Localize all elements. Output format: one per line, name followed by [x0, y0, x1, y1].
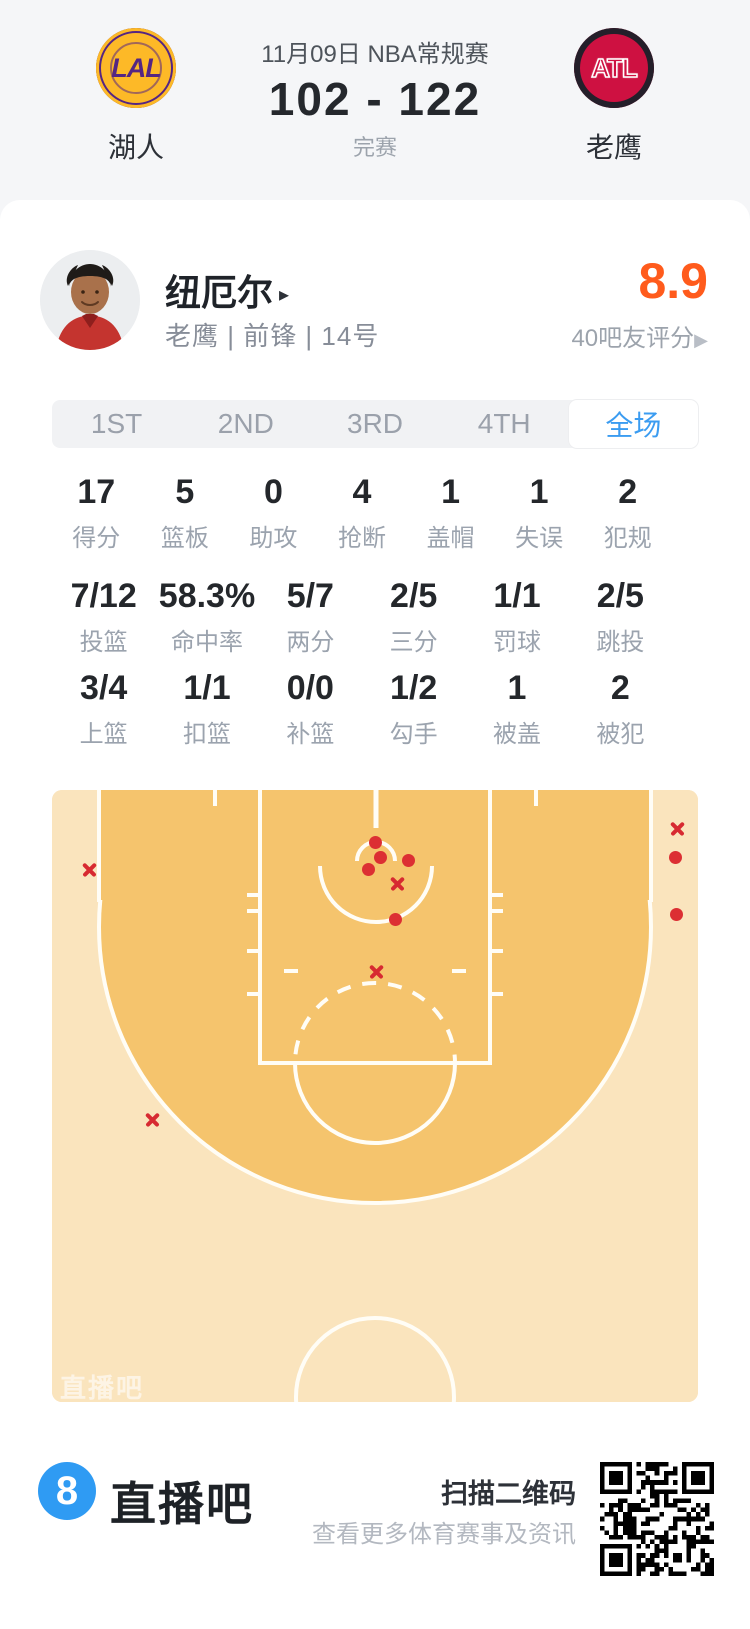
lakers-logo-ring [110, 42, 162, 94]
shot-mark-made [368, 835, 382, 849]
stat-fouled: 2 被犯 [596, 669, 645, 748]
stats-row-basic: 17 得分 5 篮板 0 助攻 4 抢断 1 盖帽 1 失误 2 犯规 [52, 474, 672, 553]
qr-code [600, 1462, 714, 1576]
quarter-tabs: 1ST 2ND 3RD 4TH 全场 [52, 400, 699, 448]
shot-mark-missed [669, 820, 686, 837]
zhibo8-brand-text: 直播吧 [110, 1478, 254, 1530]
stats-row-shot-types: 3/4 上篮 1/1 扣篮 0/0 补篮 1/2 勾手 1 被盖 2 被犯 [52, 670, 672, 749]
stat-dunk: 1/1 扣篮 [182, 669, 231, 748]
court-watermark: 直播吧 [60, 1373, 145, 1402]
lakers-logo-abbr: LAL [111, 52, 161, 83]
shot-mark-missed [368, 963, 385, 980]
hawks-logo-icon: ATL [574, 28, 654, 108]
match-status: 完赛 [352, 135, 397, 160]
lakers-logo-icon: LAL [96, 28, 176, 108]
tab-3rd[interactable]: 3RD [347, 408, 404, 439]
player-name-row[interactable]: 纽厄尔 ▸ [165, 264, 289, 316]
qr-code-graphic [600, 1462, 714, 1576]
stat-blocks: 1 盖帽 [426, 473, 475, 552]
stat-rebounds: 5 篮板 [160, 473, 209, 552]
tab-full-game[interactable]: 全场 [568, 400, 699, 448]
stat-fg: 7/12 投篮 [70, 577, 137, 656]
away-team-name: 老鹰 [585, 132, 642, 163]
shot-mark-missed [389, 875, 406, 892]
stat-turnovers: 1 失误 [515, 473, 564, 552]
tab-1st[interactable]: 1ST [90, 408, 143, 439]
shot-mark-made [401, 853, 415, 867]
stat-3pt: 2/5 三分 [389, 577, 438, 656]
qr-subtitle: 查看更多体育赛事及资讯 [312, 1521, 576, 1548]
stat-jumpshot: 2/5 跳投 [596, 577, 645, 656]
stats-row-shooting: 7/12 投篮 58.3% 命中率 5/7 两分 2/5 三分 1/1 罚球 2/5 跳投 [52, 578, 672, 657]
stat-fg-pct: 58.3% 命中率 [158, 577, 256, 656]
player-caret-icon: ▸ [279, 284, 290, 306]
tab-2nd[interactable]: 2ND [217, 408, 274, 439]
shot-mark-made [668, 850, 682, 864]
shot-mark-made [669, 907, 683, 921]
player-rating: 8.9 [638, 253, 708, 309]
rating-caption: 40吧友评分 [571, 325, 695, 352]
stat-got-blocked: 1 被盖 [492, 669, 541, 748]
stat-ft: 1/1 罚球 [492, 577, 541, 656]
rating-caret-icon: ▶ [694, 330, 708, 350]
shot-mark-missed [81, 861, 98, 878]
match-score: 102 - 122 [268, 73, 482, 125]
tab-4th[interactable]: 4TH [477, 408, 531, 439]
shot-mark-made [388, 912, 402, 926]
court-lines-graphic [52, 790, 698, 1402]
player-meta: 老鹰 | 前锋 | 14号 [165, 321, 380, 351]
shot-chart-court: 直播吧 [52, 790, 698, 1402]
stat-2pt: 5/7 两分 [286, 577, 335, 656]
player-name: 纽厄尔 [165, 272, 274, 313]
match-date: 11月09日 NBA常规赛 [261, 41, 489, 68]
stat-steals: 4 抢断 [337, 473, 386, 552]
zhibo8-logo-icon: 8 [38, 1462, 96, 1520]
stat-fouls: 2 犯规 [603, 473, 652, 552]
stat-points: 17 得分 [72, 473, 121, 552]
rating-caption-link[interactable]: 40吧友评分▶ [571, 318, 708, 353]
hawks-logo-abbr: ATL [590, 52, 638, 84]
player-avatar[interactable] [40, 250, 140, 350]
player-avatar-graphic [40, 250, 140, 350]
qr-title: 扫描二维码 [441, 1479, 576, 1509]
stat-layup: 3/4 上篮 [79, 669, 128, 748]
shot-marks-layer [52, 790, 698, 1402]
shot-mark-missed [144, 1111, 161, 1128]
stat-hook: 1/2 勾手 [389, 669, 438, 748]
home-team-name: 湖人 [107, 132, 164, 163]
shot-mark-made [373, 850, 387, 864]
stat-assists: 0 助攻 [249, 473, 298, 552]
stat-putback: 0/0 补篮 [286, 669, 335, 748]
shot-mark-made [361, 862, 375, 876]
zhibo8-logo-glyph: 8 [55, 1468, 79, 1513]
